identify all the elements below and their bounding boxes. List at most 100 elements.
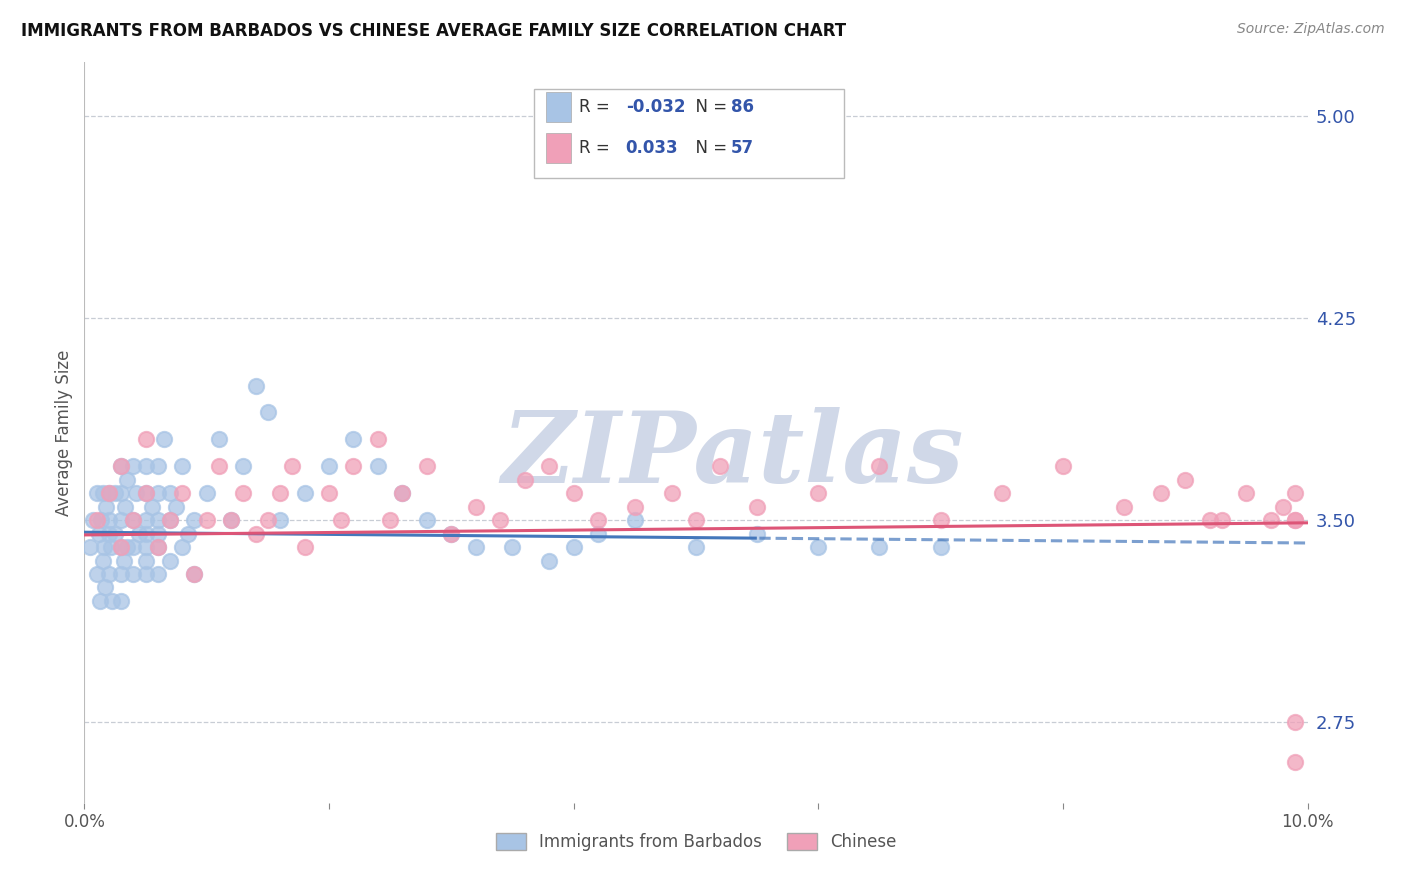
Point [97,486,120,500]
Point [929,540,952,554]
Text: N =: N = [685,139,733,157]
Point [807,486,830,500]
Point [929,513,952,527]
Point [1284,513,1306,527]
Point [1284,756,1306,770]
Point [172,486,194,500]
Point [1284,513,1306,527]
Point [125,486,148,500]
Point [135,553,157,567]
Point [89,594,111,608]
Point [135,486,157,500]
Point [183,513,205,527]
Point [146,459,169,474]
Point [97,513,120,527]
Point [1198,513,1220,527]
Legend: Immigrants from Barbados, Chinese: Immigrants from Barbados, Chinese [489,826,903,857]
Point [159,513,181,527]
Point [269,513,291,527]
Text: IMMIGRANTS FROM BARBADOS VS CHINESE AVERAGE FAMILY SIZE CORRELATION CHART: IMMIGRANTS FROM BARBADOS VS CHINESE AVER… [21,22,846,40]
Point [159,486,181,500]
Point [502,540,524,554]
Point [110,513,132,527]
Point [86,513,108,527]
Point [869,459,891,474]
Point [562,540,585,554]
Point [183,566,205,581]
Point [747,526,769,541]
Point [122,513,145,527]
Point [991,486,1014,500]
Point [110,594,132,608]
Point [79,540,101,554]
Point [100,540,122,554]
Point [146,566,169,581]
Point [1284,714,1306,729]
Point [232,486,254,500]
Point [159,553,181,567]
Point [104,526,127,541]
Point [135,459,157,474]
Point [82,513,104,527]
Point [135,433,157,447]
Point [1272,500,1295,514]
Point [330,513,353,527]
Point [219,513,242,527]
Point [342,433,364,447]
Point [562,486,585,500]
Point [807,540,830,554]
Point [281,459,304,474]
Point [294,540,316,554]
Point [97,526,120,541]
Text: -0.032: -0.032 [626,98,685,116]
Point [709,459,731,474]
Point [380,513,402,527]
Point [685,513,707,527]
Point [146,513,169,527]
Point [96,500,118,514]
Point [294,486,316,500]
Point [538,553,561,567]
Point [177,526,200,541]
Point [122,513,145,527]
Point [586,513,609,527]
Point [513,473,536,487]
Point [747,500,769,514]
Point [318,459,340,474]
Point [1236,486,1258,500]
Point [135,566,157,581]
Point [91,486,114,500]
Point [1174,473,1197,487]
Point [110,459,132,474]
Point [110,459,132,474]
Point [159,513,181,527]
Point [112,553,135,567]
Point [93,540,115,554]
Point [122,459,145,474]
Point [101,594,124,608]
Point [141,500,163,514]
Point [1211,513,1233,527]
Text: 0.033: 0.033 [626,139,678,157]
Point [172,459,194,474]
Point [367,459,389,474]
Point [1114,500,1136,514]
Point [1260,513,1282,527]
Point [586,526,609,541]
Point [87,526,110,541]
Point [146,526,169,541]
Text: N =: N = [685,98,733,116]
Text: 86: 86 [731,98,754,116]
Point [1284,486,1306,500]
Point [86,486,108,500]
Point [114,500,136,514]
Point [195,513,218,527]
Point [464,540,486,554]
Point [122,566,145,581]
Point [172,540,194,554]
Point [146,540,169,554]
Point [135,540,157,554]
Point [128,526,150,541]
Point [257,513,280,527]
Point [135,526,157,541]
